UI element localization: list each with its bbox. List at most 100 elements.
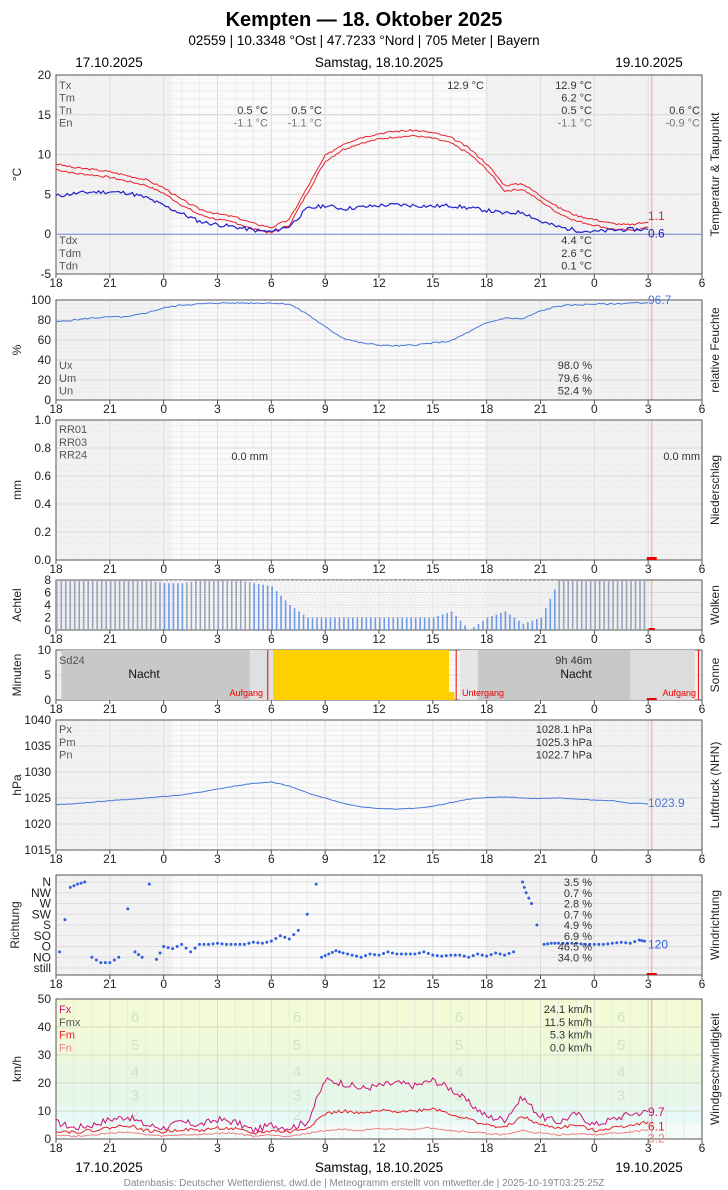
wind-direction-point [305,912,309,916]
wind-direction-point [103,961,107,965]
precipitation-xtick-label: 6 [268,562,275,576]
cloud-bar [509,614,511,630]
pressure-stat-value: 1025.3 hPa [536,737,593,749]
cloud-bar [159,582,161,630]
sunshine-xtick-label: 18 [49,702,63,716]
pressure-xtick-label: 0 [591,852,598,866]
clouds-xtick-label: 15 [426,632,440,646]
pressure-xtick-label: 3 [214,852,221,866]
clouds-xtick-label: 0 [160,632,167,646]
sunshine-xtick-label: 0 [591,702,598,716]
pressure-xtick-label: 9 [322,852,329,866]
wind-direction-point [435,954,439,958]
wind-direction-point [251,940,255,944]
cloud-clear-bar [379,580,381,618]
precip-stat-label: RR03 [59,437,87,449]
wind-direction-point [238,942,242,946]
precipitation-ytick-label: 0.0 [34,553,51,567]
wind-direction-point [334,949,338,953]
wind_speed-ytick-label: 0 [44,1132,51,1146]
temperature-xtick-label: 6 [699,276,706,290]
pressure-xtick-label: 18 [480,852,494,866]
dewpoint-line [55,189,649,234]
cloud-bar [96,580,98,630]
wind_direction-xtick-label: 21 [103,977,117,991]
cloud-bar [271,586,273,630]
wind-direction-point [462,954,466,958]
wind-direction-point [198,942,202,946]
beaufort-label: 2 [617,1107,625,1124]
humidity-stat-value: 79.6 % [558,373,592,385]
cloud-clear-bar [316,580,318,618]
wind-direction-point [287,937,291,941]
wind-direction-point [381,951,385,955]
wind-direction-point [624,941,628,945]
cloud-clear-bar [509,580,511,615]
temp-stat-label: Tn [59,105,72,117]
cloud-bar [289,605,291,630]
dewpoint-stat-value: 0.1 °C [561,261,592,273]
cloud-bar [482,620,484,630]
precipitation-xtick-label: 15 [426,562,440,576]
humidity-side-label: relative Feuchte [708,307,722,393]
beaufort-label: 5 [131,1037,139,1054]
cloud-bar [145,580,148,630]
cloud-clear-bar [262,580,264,585]
wind-direction-point [320,955,324,959]
cloud-clear-bar [168,580,170,584]
cloud-bar [118,580,121,630]
beaufort-label: 6 [131,1009,139,1026]
cloud-bar [298,611,300,630]
pressure-stat-label: Px [59,724,72,736]
cloud-bar [168,583,170,630]
cloud-clear-bar [289,580,291,605]
cloud-bar [419,617,421,630]
sunshine-ytick-label: 0 [44,693,51,707]
wind-direction-point [147,882,151,886]
wind-direction-point [94,958,98,962]
humidity-ytick-label: 100 [31,293,51,307]
cloud-bar [356,617,359,630]
beaufort-label: 2 [455,1107,463,1124]
cloud-clear-bar [414,580,417,618]
wind-direction-point [546,942,550,946]
cloud-bar [477,623,480,630]
beaufort-label: 5 [455,1037,463,1054]
temperature-xtick-label: 21 [534,276,548,290]
cloud-clear-bar [531,580,534,621]
wind-direction-point [117,955,121,959]
wind_direction-side-label: Windrichtung [708,890,722,960]
sunshine-xtick-label: 12 [372,702,386,716]
temp-stat-col3: 12.9 °C [447,80,484,92]
wind_direction-xtick-label: 6 [699,977,706,991]
cloud-bar [585,580,587,630]
cloud-clear-bar [298,580,300,612]
wind-direction-point [184,946,188,950]
humidity-xtick-label: 0 [160,402,167,416]
wind-direction-point [330,950,334,954]
precip-rr24-now: 0.0 mm [663,451,700,463]
clouds-ytick-label: 6 [44,586,51,600]
cloud-bar [257,583,260,630]
night-label-2: Nacht [560,667,592,681]
cloud-bar [56,580,58,630]
beaufort-label: 3 [131,1088,139,1105]
sunshine-xtick-label: 3 [214,702,221,716]
wind-direction-point [256,941,260,945]
cloud-clear-bar [482,580,484,621]
wind-direction-point [535,923,539,927]
pressure-ytick-label: 1030 [24,765,51,779]
cloud-bar [338,617,341,630]
wind-direction-stat: 0.7 % [564,909,592,921]
pressure-xtick-label: 15 [426,852,440,866]
cloud-clear-bar [302,580,305,615]
wind-direction-point [126,907,130,911]
dewpoint-stat-value: 2.6 °C [561,248,592,260]
cloud-clear-bar [396,580,399,618]
pressure-stat-label: Pm [59,737,76,749]
sunshine-xtick-label: 18 [480,702,494,716]
cloud-clear-bar [500,580,502,613]
temperature-xtick-label: 12 [372,276,386,290]
temperature-ylabel: °C [10,167,24,181]
wind_speed-xtick-label: 9 [322,1141,329,1155]
